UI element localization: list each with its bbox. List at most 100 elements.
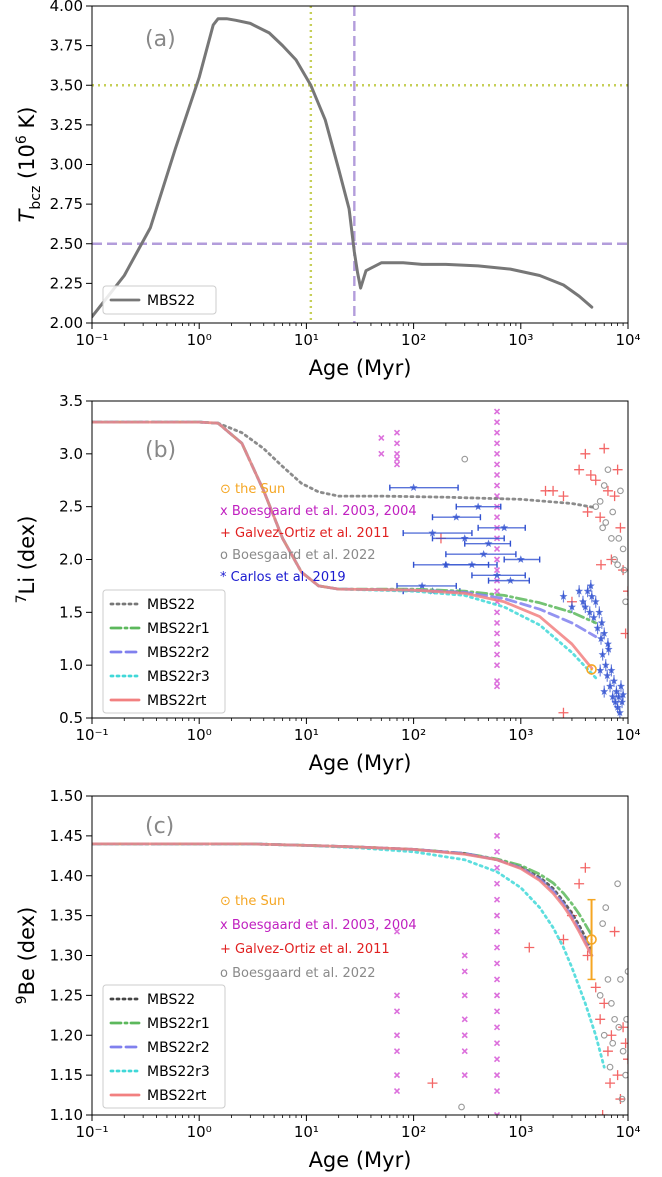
legend-entry: MBS22r2 bbox=[147, 1040, 210, 1056]
obs-point-carlos_2019 bbox=[619, 690, 628, 699]
obs-point-carlos_2019 bbox=[603, 671, 612, 680]
obs-point-galvez_ortiz_2011 bbox=[590, 475, 601, 486]
obs-point-boesgaard_2022 bbox=[622, 1071, 628, 1079]
obs-point-boesgaard_2003_2004 bbox=[493, 619, 501, 626]
x-tick-label: 10¹ bbox=[294, 331, 319, 349]
obs-point-boesgaard_2022 bbox=[618, 1095, 626, 1103]
obs-point-boesgaard_2022 bbox=[619, 545, 627, 553]
series-line-MBS22r2 bbox=[92, 842, 594, 957]
y-tick-label: 1.5 bbox=[59, 603, 83, 621]
obs-point-boesgaard_2003_2004 bbox=[493, 928, 501, 935]
obs-point-galvez_ortiz_2011 bbox=[615, 522, 626, 533]
y-tick-label: 3.00 bbox=[50, 156, 83, 174]
obs-point-boesgaard_2003_2004 bbox=[493, 461, 501, 468]
annotation-text: + Galvez-Ortiz et al. 2011 bbox=[220, 526, 390, 541]
obs-point-carlos_2019 bbox=[608, 692, 617, 701]
annotation-text: x Boesgaard et al. 2003, 2004 bbox=[220, 918, 417, 933]
obs-point-boesgaard_2003_2004 bbox=[461, 992, 468, 999]
obs-point-galvez_ortiz_2011 bbox=[597, 1110, 608, 1115]
obs-point-carlos_2019 bbox=[559, 592, 568, 600]
obs-point-boesgaard_2003_2004 bbox=[393, 456, 401, 463]
obs-point-galvez_ortiz_2011 bbox=[602, 1046, 613, 1057]
obs-point-boesgaard_2003_2004 bbox=[493, 960, 501, 967]
obs-point-galvez_ortiz_2011 bbox=[620, 628, 628, 639]
y-tick-label: 1.20 bbox=[50, 1026, 83, 1044]
y-axis-label: 9Be (dex) bbox=[14, 907, 39, 1005]
x-tick-label: 10¹ bbox=[294, 726, 319, 744]
obs-point-boesgaard_2003_2004 bbox=[493, 419, 501, 426]
obs-point-carlos_2019 bbox=[614, 692, 623, 701]
obs-point-carlos_2019 bbox=[575, 587, 584, 595]
annotation-text: x Boesgaard et al. 2003, 2004 bbox=[220, 504, 417, 519]
legend-entry: MBS22r3 bbox=[147, 669, 210, 685]
obs-point-galvez_ortiz_2011 bbox=[620, 1038, 628, 1049]
x-tick-label: 10⁴ bbox=[615, 331, 640, 349]
obs-point-boesgaard_2003_2004 bbox=[493, 1088, 501, 1095]
obs-point-carlos_2019 bbox=[452, 513, 461, 521]
obs-point-galvez_ortiz_2011 bbox=[612, 464, 623, 475]
axes-frame bbox=[91, 5, 629, 324]
y-tick-label: 3.50 bbox=[50, 76, 83, 94]
annotation-text: ⊙ the Sun bbox=[220, 894, 285, 909]
obs-point-galvez_ortiz_2011 bbox=[596, 559, 607, 570]
obs-point-boesgaard_2022 bbox=[611, 1015, 618, 1023]
obs-point-boesgaard_2003_2004 bbox=[493, 944, 501, 951]
obs-point-boesgaard_2003_2004 bbox=[493, 1072, 501, 1079]
legend-entry: MBS22r2 bbox=[147, 645, 210, 661]
obs-point-galvez_ortiz_2011 bbox=[599, 443, 610, 454]
obs-point-boesgaard_2003_2004 bbox=[493, 1056, 501, 1063]
obs-point-boesgaard_2003_2004 bbox=[493, 1024, 501, 1031]
obs-point-boesgaard_2003_2004 bbox=[493, 880, 501, 887]
obs-point-galvez_ortiz_2011 bbox=[585, 469, 596, 480]
x-tick-label: 10⁰ bbox=[187, 726, 212, 744]
obs-point-boesgaard_2003_2004 bbox=[461, 952, 468, 959]
y-tick-label: 3.75 bbox=[50, 37, 83, 55]
panel-label: (b) bbox=[145, 438, 176, 463]
obs-point-boesgaard_2022 bbox=[608, 999, 615, 1007]
annotation-text: o Boesgaard et al. 2022 bbox=[220, 966, 376, 981]
series-line-MBS22 bbox=[92, 17, 594, 319]
obs-point-carlos_2019 bbox=[409, 483, 418, 491]
obs-point-boesgaard_2003_2004 bbox=[393, 440, 401, 447]
obs-point-galvez_ortiz_2011 bbox=[580, 448, 591, 459]
x-tick-label: 10³ bbox=[508, 331, 533, 349]
y-tick-label: 3.25 bbox=[50, 116, 83, 134]
obs-point-boesgaard_2022 bbox=[614, 561, 621, 569]
x-tick-label: 10³ bbox=[508, 1123, 533, 1141]
obs-point-boesgaard_2003_2004 bbox=[493, 992, 501, 999]
obs-point-galvez_ortiz_2011 bbox=[558, 934, 569, 945]
obs-point-boesgaard_2003_2004 bbox=[493, 832, 501, 839]
y-tick-label: 1.15 bbox=[50, 1066, 83, 1084]
obs-point-carlos_2019 bbox=[500, 523, 509, 532]
obs-point-boesgaard_2022 bbox=[614, 880, 621, 888]
obs-point-carlos_2019 bbox=[613, 703, 622, 711]
series-line-MBS22rt bbox=[92, 420, 594, 670]
panel-label: (a) bbox=[145, 27, 176, 52]
x-tick-label: 10⁻¹ bbox=[75, 1123, 108, 1141]
obs-point-boesgaard_2003_2004 bbox=[493, 976, 501, 983]
y-tick-label: 1.40 bbox=[50, 867, 83, 885]
x-tick-label: 10² bbox=[401, 1123, 426, 1141]
y-tick-label: 1.0 bbox=[59, 656, 83, 674]
y-tick-label: 2.00 bbox=[50, 314, 83, 332]
plot-area-1 bbox=[92, 408, 628, 718]
y-tick-label: 2.0 bbox=[59, 551, 83, 569]
y-tick-label: 3.5 bbox=[59, 392, 83, 410]
y-tick-label: 2.25 bbox=[50, 274, 83, 292]
obs-point-boesgaard_2022 bbox=[611, 556, 618, 563]
obs-point-galvez_ortiz_2011 bbox=[599, 998, 610, 1009]
obs-point-boesgaard_2003_2004 bbox=[493, 677, 501, 685]
y-tick-label: 3.0 bbox=[59, 445, 83, 463]
obs-point-boesgaard_2022 bbox=[624, 968, 628, 975]
obs-point-carlos_2019 bbox=[607, 666, 616, 674]
obs-point-boesgaard_2022 bbox=[600, 482, 608, 489]
obs-point-carlos_2019 bbox=[493, 571, 501, 579]
obs-point-boesgaard_2022 bbox=[623, 1015, 628, 1023]
obs-point-boesgaard_2022 bbox=[461, 455, 469, 463]
obs-point-carlos_2019 bbox=[593, 624, 602, 632]
obs-point-carlos_2019 bbox=[610, 676, 618, 685]
obs-point-carlos_2019 bbox=[428, 528, 437, 537]
obs-point-boesgaard_2003_2004 bbox=[461, 1032, 468, 1039]
obs-point-carlos_2019 bbox=[474, 502, 483, 511]
obs-point-boesgaard_2022 bbox=[608, 535, 615, 542]
